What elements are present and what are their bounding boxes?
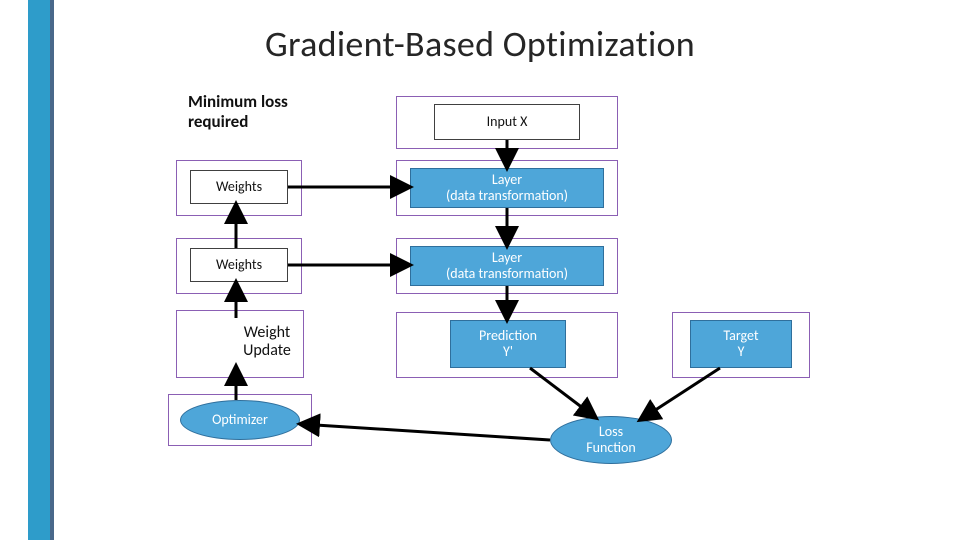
side-accent bbox=[28, 0, 50, 540]
node-input-x: Input X bbox=[434, 104, 580, 140]
node-prediction: PredictionY' bbox=[450, 320, 566, 368]
node-weights-2: Weights bbox=[190, 248, 288, 282]
node-optimizer: Optimizer bbox=[180, 400, 300, 440]
page-title: Gradient-Based Optimization bbox=[0, 22, 960, 66]
node-layer-2: Layer(data transformation) bbox=[410, 246, 604, 286]
node-loss-function: LossFunction bbox=[550, 416, 672, 464]
slide-root: Gradient-Based Optimization Minimum loss… bbox=[0, 0, 960, 540]
node-weights-1: Weights bbox=[190, 170, 288, 204]
node-weight-update: WeightUpdate bbox=[222, 318, 312, 366]
arrow-loss-to-opt bbox=[300, 424, 550, 440]
node-target: TargetY bbox=[690, 320, 792, 368]
node-layer-1: Layer(data transformation) bbox=[410, 168, 604, 208]
annotation-minimum-loss: Minimum lossrequired bbox=[188, 92, 288, 131]
